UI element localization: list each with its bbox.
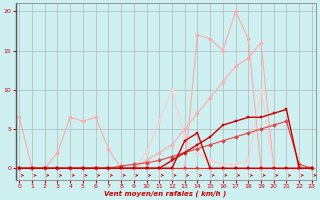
X-axis label: Vent moyen/en rafales ( km/h ): Vent moyen/en rafales ( km/h ) <box>104 190 227 197</box>
